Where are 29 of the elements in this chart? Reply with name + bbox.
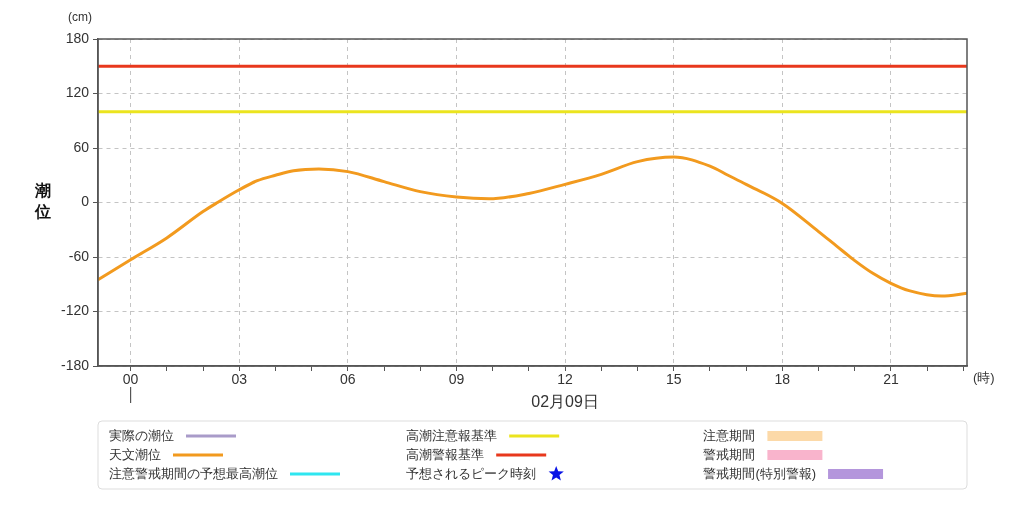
y-tick-label: -180 xyxy=(60,356,90,373)
legend-label: 警戒期間 xyxy=(703,446,756,462)
legend-label: 予想されるピーク時刻 xyxy=(406,465,537,481)
x-tick-label: 00 xyxy=(122,371,139,388)
x-tick-label: 12 xyxy=(557,371,574,388)
x-axis-title: (時) xyxy=(973,369,995,385)
x-tick-label: 03 xyxy=(231,371,248,388)
y-axis-title: 潮位 xyxy=(34,182,51,221)
legend-label: 天文潮位 xyxy=(109,446,161,462)
text: 02月09日 xyxy=(531,393,599,411)
y-tick-label: 0 xyxy=(81,193,90,210)
legend-label: 高潮警報基準 xyxy=(406,446,485,462)
text: (cm) xyxy=(68,10,92,25)
x-tick-label: 09 xyxy=(448,371,465,388)
y-tick-label: 60 xyxy=(73,138,90,155)
legend-label: 注意期間 xyxy=(703,427,756,443)
y-tick-label: 180 xyxy=(65,29,90,46)
y-tick-label: -120 xyxy=(60,302,90,319)
legend-label: 警戒期間(特別警報) xyxy=(703,465,817,481)
y-tick-label: -60 xyxy=(68,247,90,264)
line-series xyxy=(98,155,967,298)
legend-label: 実際の潮位 xyxy=(109,427,174,443)
x-tick-label: 15 xyxy=(665,371,682,388)
legend-label: 高潮注意報基準 xyxy=(406,427,498,443)
x-tick-label: 21 xyxy=(883,371,899,388)
y-tick-label: 120 xyxy=(65,84,90,101)
x-tick-label: 06 xyxy=(340,371,356,388)
x-tick-label: 18 xyxy=(774,371,791,388)
legend-label: 注意警戒期間の予想最高潮位 xyxy=(109,465,278,481)
